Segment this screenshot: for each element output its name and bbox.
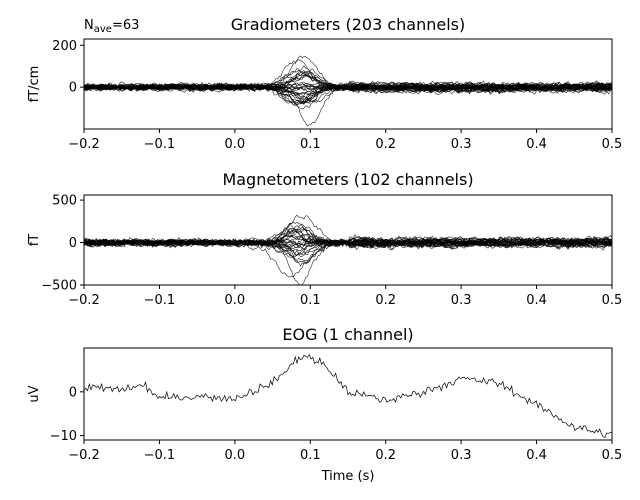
eog-xtick-label: 0.1	[300, 448, 321, 463]
mag-xtick-label: 0.1	[300, 293, 321, 308]
mag-ytick-label: 0	[69, 236, 77, 251]
mag-xtick-label: 0.2	[375, 293, 396, 308]
grad-traces	[84, 55, 612, 127]
grad-xtick-label: 0.0	[225, 137, 246, 152]
grad-ylabel: fT/cm	[27, 66, 42, 103]
grad-channel-trace	[84, 82, 612, 92]
grad-ytick-label: 0	[69, 81, 77, 96]
grad-channel-trace	[84, 81, 612, 96]
mag-ytick-label: −500	[41, 279, 77, 294]
mag-xtick-label: 0.0	[225, 293, 246, 308]
grad-panel: Gradiometers (203 channels) −0.2 −0.1 0.0 0.…	[27, 15, 622, 152]
eog-title: EOG (1 channel)	[282, 325, 413, 344]
grad-title: Gradiometers (203 channels)	[231, 15, 465, 34]
mag-channel-trace	[84, 228, 612, 251]
mag-xtick-label: 0.4	[526, 293, 547, 308]
eog-ytick-label: −10	[50, 429, 77, 444]
eog-xtick-label: 0.2	[375, 448, 396, 463]
mag-title: Magnetometers (102 channels)	[222, 170, 473, 189]
mag-panel: Magnetometers (102 channels) −0.2 −0.1 0.0 0…	[27, 170, 622, 308]
grad-xtick-label: 0.4	[526, 137, 547, 152]
eog-xtick-label: 0.3	[451, 448, 472, 463]
grad-channel-trace	[84, 83, 612, 105]
mag-xtick-label: −0.2	[68, 293, 100, 308]
mag-xtick-label: 0.3	[451, 293, 472, 308]
grad-xtick-label: 0.5	[602, 137, 623, 152]
mag-xtick-label: −0.1	[144, 293, 176, 308]
eog-ytick-label: 0	[69, 385, 77, 400]
eog-xtick-label: 0.5	[602, 448, 623, 463]
mag-ytick-label: 500	[52, 194, 77, 209]
nave-annotation: Nave=63	[84, 18, 139, 35]
eog-ylabel: uV	[27, 385, 42, 402]
grad-xtick-label: 0.3	[451, 137, 472, 152]
eog-panel: EOG (1 channel) −0.2 −0.1 0.0 0.1 0.2 0.3 0.4 0.…	[27, 325, 622, 484]
grad-channel-trace	[84, 67, 612, 93]
eog-xtick-label: 0.0	[225, 448, 246, 463]
grad-axes-frame	[83, 38, 613, 130]
mag-traces	[84, 214, 612, 285]
eog-trace	[84, 353, 612, 438]
grad-xtick-label: −0.1	[144, 137, 176, 152]
grad-channel-trace	[84, 80, 612, 95]
eog-xtick-label: −0.2	[68, 448, 100, 463]
grad-xtick-label: 0.1	[300, 137, 321, 152]
mag-axes-frame	[83, 194, 613, 286]
eog-xtick-label: 0.4	[526, 448, 547, 463]
mag-ylabel: fT	[27, 234, 42, 247]
mag-xtick-label: 0.5	[602, 293, 623, 308]
mag-channel-trace	[84, 235, 612, 256]
eog-axes-frame	[83, 347, 613, 441]
eog-xtick-label: −0.1	[144, 448, 176, 463]
mag-channel-trace	[84, 237, 612, 249]
eog-xlabel: Time (s)	[321, 469, 375, 484]
grad-xtick-label: −0.2	[68, 137, 100, 152]
eog-traces	[84, 353, 612, 438]
grad-ytick-label: 200	[52, 39, 77, 54]
grad-xtick-label: 0.2	[375, 137, 396, 152]
